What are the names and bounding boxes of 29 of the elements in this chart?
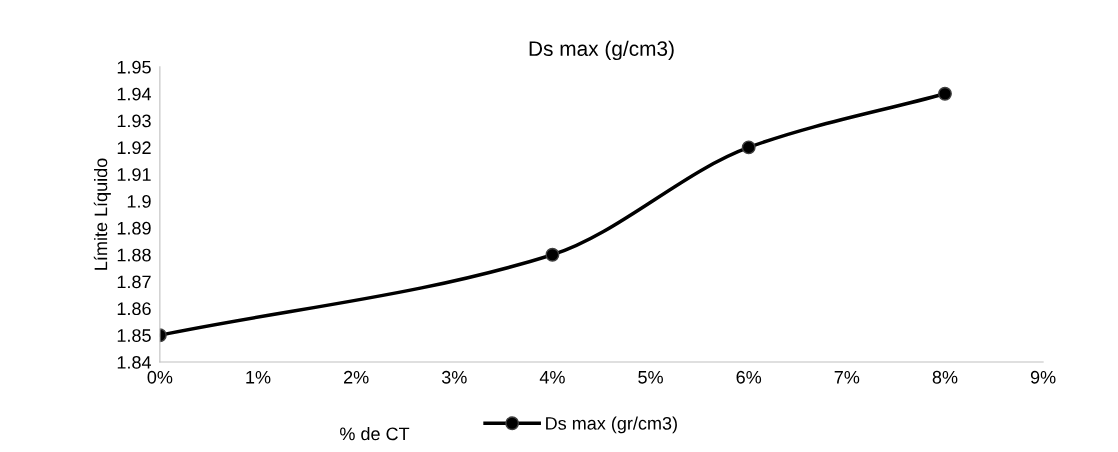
x-axis-title: % de CT — [340, 426, 410, 441]
y-tick-label: 1.89 — [117, 221, 151, 235]
legend-label: Ds max (gr/cm3) — [546, 416, 677, 434]
x-tick-label: 8% — [932, 370, 958, 384]
y-tick-label: 1.85 — [117, 329, 151, 342]
point — [545, 247, 560, 262]
x-tick-label: 5% — [638, 370, 663, 384]
y-tick-label: 1.93 — [117, 114, 151, 128]
y-axis-title: Límite Líquido — [93, 158, 111, 270]
y-tick-label: 1.94 — [117, 87, 152, 101]
y-tick-label: 1.86 — [117, 302, 151, 316]
y-tick-label: 1.92 — [117, 141, 151, 155]
y-tick-label: 1.84 — [117, 355, 152, 369]
x-tick-label: 6% — [736, 370, 762, 384]
x-tick-label: 1% — [246, 370, 271, 384]
y-tick-label: 1.88 — [117, 248, 151, 262]
y-tick-label: 1.91 — [117, 168, 151, 181]
x-tick-label: 2% — [344, 370, 369, 384]
y-tick-label: 1.95 — [117, 60, 151, 74]
y-tick-label: 1.87 — [117, 275, 151, 289]
point — [938, 86, 952, 101]
y-tick-label: 1.9 — [127, 194, 151, 208]
x-tick-label: 3% — [441, 370, 467, 384]
x-tick-label: 9% — [1030, 370, 1056, 384]
x-tick-label: 0% — [147, 370, 173, 384]
x-tick-label: 7% — [834, 370, 860, 384]
chart-title: Ds max (g/cm3) — [529, 40, 674, 61]
point — [741, 140, 756, 155]
x-tick-label: 4% — [539, 370, 565, 384]
